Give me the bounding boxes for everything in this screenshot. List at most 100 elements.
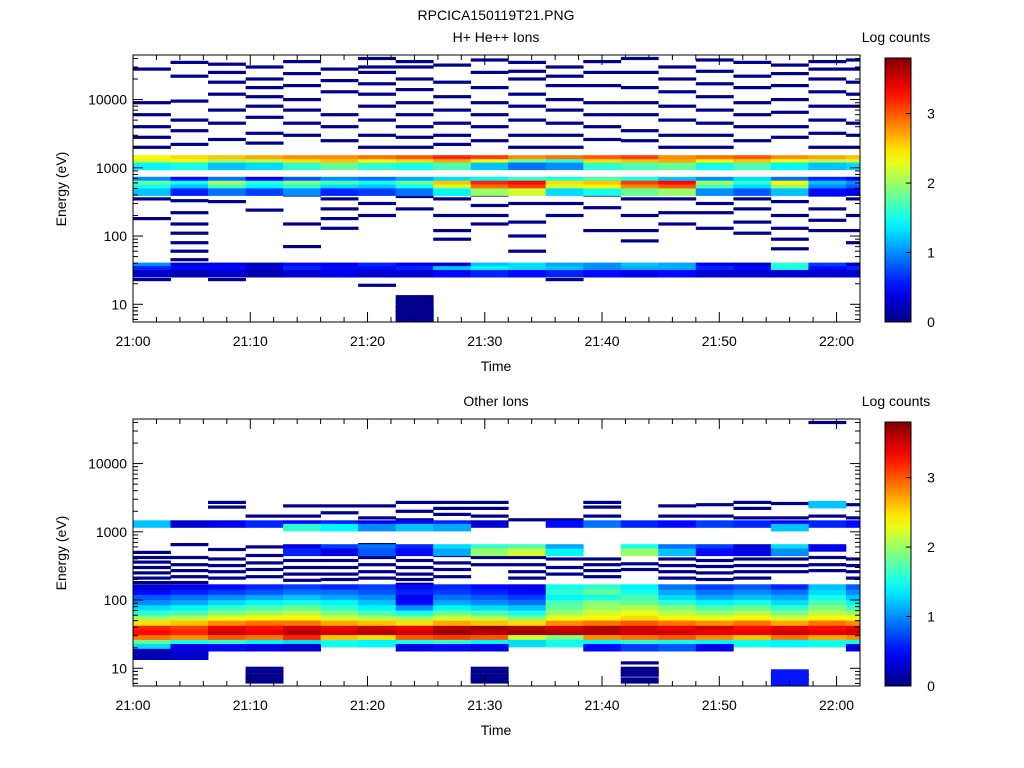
heatmap-cell xyxy=(433,523,472,532)
heatmap-cell xyxy=(695,503,734,507)
heatmap-cell xyxy=(695,571,734,575)
heatmap-cell xyxy=(658,65,697,69)
heatmap-cell xyxy=(208,500,246,504)
y-tick-label: 1000 xyxy=(96,160,127,176)
heatmap-cell xyxy=(658,644,697,652)
heatmap-cell xyxy=(733,139,772,143)
heatmap-cell xyxy=(470,594,509,603)
heatmap-cell xyxy=(733,605,772,613)
heatmap-cell xyxy=(358,145,396,149)
heatmap-cell xyxy=(695,82,734,86)
heatmap-cell xyxy=(170,258,209,262)
heatmap-cell xyxy=(545,188,584,196)
heatmap-cell xyxy=(245,575,284,579)
heatmap-cell xyxy=(245,673,284,681)
heatmap-cell xyxy=(170,222,209,226)
heatmap-cell xyxy=(808,563,847,567)
heatmap-cell xyxy=(508,584,547,592)
heatmap-cell xyxy=(358,155,396,163)
heatmap-cell xyxy=(358,184,396,193)
heatmap-cell xyxy=(283,266,321,274)
heatmap-cell xyxy=(208,630,246,638)
heatmap-cell xyxy=(658,118,697,122)
heatmap-cell xyxy=(208,278,246,282)
heatmap-cell xyxy=(620,139,659,143)
heatmap-cell xyxy=(358,516,396,520)
y-tick-label: 10000 xyxy=(88,92,127,108)
y-tick-label: 10 xyxy=(111,296,127,312)
heatmap-cell xyxy=(395,630,434,638)
heatmap-cell xyxy=(508,563,547,567)
heatmap-cell xyxy=(245,184,284,193)
heatmap-cell xyxy=(695,162,734,171)
heatmap-cell xyxy=(620,644,659,652)
heatmap-cell xyxy=(733,584,772,592)
heatmap-cell xyxy=(133,197,171,201)
colorbar-label: Log counts xyxy=(862,393,931,409)
heatmap-cell xyxy=(808,500,847,509)
heatmap-cell xyxy=(208,635,246,643)
heatmap-cell xyxy=(695,635,734,643)
heatmap-cell xyxy=(245,669,284,673)
heatmap-cell xyxy=(395,548,434,557)
heatmap-cell xyxy=(808,229,847,233)
heatmap-cell xyxy=(508,555,547,560)
heatmap-cell xyxy=(658,504,697,508)
heatmap-cell xyxy=(620,635,659,643)
heatmap-cell xyxy=(620,266,659,274)
heatmap-cell xyxy=(358,92,396,96)
heatmap-cell xyxy=(170,615,209,624)
heatmap-cell xyxy=(545,620,584,629)
heatmap-cell xyxy=(283,133,321,137)
heatmap-cell xyxy=(133,180,171,189)
heatmap-cell xyxy=(208,184,246,193)
heatmap-cell xyxy=(620,162,659,171)
heatmap-cell xyxy=(620,661,659,665)
heatmap-cell xyxy=(170,569,209,573)
heatmap-cell xyxy=(658,639,697,648)
heatmap-cell xyxy=(170,605,209,613)
heatmap-cell xyxy=(283,589,321,598)
heatmap-cell xyxy=(620,630,659,638)
y-tick-label: 1000 xyxy=(96,524,127,540)
heatmap-cell xyxy=(583,137,622,142)
heatmap-cell xyxy=(283,222,321,226)
heatmap-cell xyxy=(358,610,396,618)
heatmap-cell xyxy=(470,680,509,684)
panel-other-ions: Other Ions Log counts Time Energy (eV) 2… xyxy=(53,393,935,738)
heatmap-cell xyxy=(283,72,321,76)
heatmap-cell xyxy=(583,605,622,613)
heatmap-cell xyxy=(170,594,209,603)
heatmap-cell xyxy=(508,635,547,643)
heatmap-cell xyxy=(770,605,809,613)
heatmap-cell xyxy=(395,309,434,318)
heatmap-cell xyxy=(845,180,860,189)
heatmap-cell xyxy=(283,176,321,185)
heatmap-cell xyxy=(358,635,396,643)
heatmap-cell xyxy=(808,514,847,518)
heatmap-cell xyxy=(545,121,584,125)
heatmap-cell xyxy=(320,610,359,618)
heatmap-cell xyxy=(583,270,622,278)
heatmap-cell xyxy=(583,155,622,163)
heatmap-cell xyxy=(658,184,697,193)
heatmap-cell xyxy=(245,270,284,278)
heatmap-cell xyxy=(845,610,860,618)
heatmap-cell xyxy=(845,176,860,185)
heatmap-cell xyxy=(245,77,284,81)
heatmap-cell xyxy=(470,188,509,196)
y-tick-label: 10 xyxy=(111,660,127,676)
colorbar-tick-label: 3 xyxy=(927,106,935,122)
heatmap-cell xyxy=(695,644,734,652)
heatmap-cell xyxy=(358,180,396,189)
heatmap-cell xyxy=(620,548,659,557)
heatmap-cell xyxy=(170,241,209,245)
heatmap-cell xyxy=(658,615,697,624)
heatmap-cell xyxy=(620,610,659,618)
heatmap-cell xyxy=(845,620,860,629)
heatmap-cell xyxy=(583,620,622,629)
heatmap-cell xyxy=(620,594,659,603)
heatmap-cell xyxy=(395,125,434,129)
heatmap-cell xyxy=(770,266,809,274)
heatmap-cell xyxy=(320,217,359,221)
